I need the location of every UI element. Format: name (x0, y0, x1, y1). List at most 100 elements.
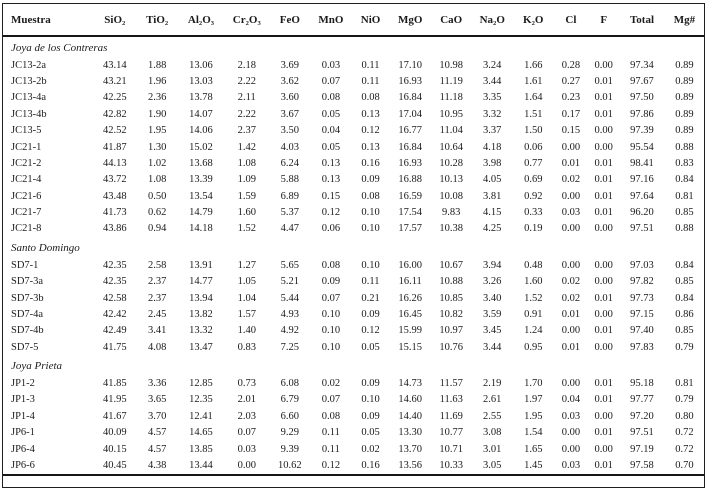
cell-mgo: 14.73 (398, 378, 422, 390)
cell-nao: 2.19 (483, 378, 502, 390)
cell-cao: 11.19 (439, 76, 463, 88)
cell-f: 0.00 (594, 443, 613, 455)
cell-mno: 0.08 (321, 259, 341, 271)
cell-mno: 0.09 (321, 276, 341, 288)
cell-cl: 0.00 (561, 223, 581, 235)
cell-total: 97.73 (630, 292, 654, 304)
cell-alo: 14.77 (189, 276, 213, 288)
cell-cro: 0.03 (237, 443, 256, 455)
cell-nio: 0.11 (361, 276, 380, 288)
cell-ko: 1.95 (524, 410, 543, 422)
cell-nao: 3.37 (483, 125, 502, 137)
cell-cao: 11.63 (439, 394, 463, 406)
cell-ko: 0.19 (524, 223, 543, 235)
cell-nio: 0.09 (361, 410, 380, 422)
cell-cao: 10.77 (439, 427, 464, 439)
cell-muestra: JC21-1 (11, 141, 42, 153)
cell-mg#: 0.85 (675, 325, 694, 337)
cell-ko: 0.91 (524, 308, 543, 320)
cell-feo: 7.25 (280, 341, 300, 353)
cell-alo: 13.78 (189, 92, 213, 104)
cell-tio: 2.37 (148, 276, 167, 288)
cell-tio: 2.58 (148, 259, 167, 271)
cell-tio: 1.30 (148, 141, 167, 153)
cell-tio: 2.37 (148, 292, 167, 304)
cell-f: 0.00 (594, 341, 613, 353)
cell-mgo: 16.11 (398, 276, 422, 288)
cell-feo: 6.08 (280, 378, 300, 390)
cell-nao: 3.26 (483, 276, 502, 288)
cell-ko: 1.24 (524, 325, 543, 337)
cell-cl: 0.01 (561, 157, 581, 169)
cell-cao: 10.88 (439, 276, 464, 288)
cell-cro: 0.83 (237, 341, 256, 353)
cell-mgo: 17.54 (398, 207, 422, 219)
table-row: JC21-1 41.87 1.30 15.02 1.42 4.03 0.05 0.13 16.8… (3, 139, 704, 155)
cell-mg#: 0.79 (675, 394, 694, 406)
cell-sio: 42.82 (103, 108, 127, 120)
cell-mg#: 0.86 (675, 308, 694, 320)
column-header-mno: MnO (310, 4, 352, 37)
cell-tio: 4.08 (148, 341, 167, 353)
cell-muestra: JC13-5 (11, 125, 42, 137)
cell-cao: 10.95 (439, 108, 464, 120)
table-row: JC13-2a 43.14 1.88 13.06 2.18 3.69 0.03 0.11 17.… (3, 57, 704, 73)
cell-cro: 2.37 (237, 125, 256, 137)
cell-sio: 41.95 (103, 394, 127, 406)
cell-total: 97.16 (630, 174, 654, 186)
table-row: JC21-8 43.86 0.94 14.18 1.52 4.47 0.06 0.10 17.5… (3, 221, 704, 237)
cell-mno: 0.02 (321, 378, 341, 390)
table-row: SD7-1 42.35 2.58 13.91 1.27 5.65 0.08 0.10 16.00… (3, 257, 704, 273)
cell-cl: 0.03 (561, 410, 581, 422)
cell-f: 0.01 (594, 427, 613, 439)
cell-mg#: 0.85 (675, 207, 694, 219)
cell-sio: 40.09 (103, 427, 127, 439)
cell-mg#: 0.88 (675, 141, 694, 153)
cell-mno: 0.05 (321, 108, 341, 120)
cell-nio: 0.21 (361, 292, 380, 304)
cell-cao: 10.28 (439, 157, 464, 169)
cell-muestra: SD7-4b (11, 325, 44, 337)
cell-ko: 0.48 (524, 259, 543, 271)
cell-cro: 1.42 (237, 141, 256, 153)
cell-cl: 0.00 (561, 259, 581, 271)
cell-mno: 0.12 (321, 207, 341, 219)
cell-feo: 5.44 (280, 292, 300, 304)
cell-muestra: JP1-4 (11, 410, 35, 422)
cell-cl: 0.02 (561, 276, 581, 288)
cell-sio: 43.86 (103, 223, 127, 235)
table-header: Muestra SiO₂ TiO₂ Al₂O₃ Cr₂O₃ FeO MnO NiO MgO CaO… (3, 4, 704, 37)
cell-nao: 3.32 (483, 108, 502, 120)
cell-cao: 10.13 (439, 174, 464, 186)
cell-sio: 42.52 (103, 125, 127, 137)
cell-feo: 9.29 (280, 427, 300, 439)
cell-feo: 3.67 (280, 108, 300, 120)
column-header-cao: CaO (431, 4, 472, 37)
cell-feo: 5.37 (280, 207, 300, 219)
cell-mno: 0.07 (321, 292, 341, 304)
cell-nio: 0.11 (361, 59, 380, 71)
table-row: JP1-4 41.67 3.70 12.41 2.03 6.60 0.08 0.09 14.40… (3, 408, 704, 424)
cell-muestra: SD7-3b (11, 292, 44, 304)
cell-cl: 0.03 (553, 457, 589, 476)
cell-cl: 0.00 (561, 443, 581, 455)
cell-sio: 42.49 (103, 325, 127, 337)
cell-total: 97.83 (630, 341, 654, 353)
column-header-feo: FeO (269, 4, 311, 37)
cell-nio: 0.08 (361, 190, 380, 202)
table-row: JC21-7 41.73 0.62 14.79 1.60 5.37 0.12 0.10 17.5… (3, 204, 704, 220)
cell-mg#: 0.72 (675, 427, 694, 439)
cell-mgo: 15.99 (398, 325, 422, 337)
cell-tio: 0.62 (148, 207, 167, 219)
cell-nao: 3.94 (483, 259, 502, 271)
cell-ko: 0.92 (524, 190, 543, 202)
cell-mgo: 13.56 (389, 457, 432, 476)
cell-total: 97.39 (630, 125, 654, 137)
cell-ko: 1.97 (524, 394, 543, 406)
cell-feo: 3.60 (280, 92, 300, 104)
cell-ko: 0.06 (524, 141, 543, 153)
cell-alo: 14.65 (189, 427, 213, 439)
cell-mno: 0.08 (321, 92, 341, 104)
cell-f: 0.00 (594, 259, 613, 271)
cell-sio: 42.35 (103, 276, 127, 288)
